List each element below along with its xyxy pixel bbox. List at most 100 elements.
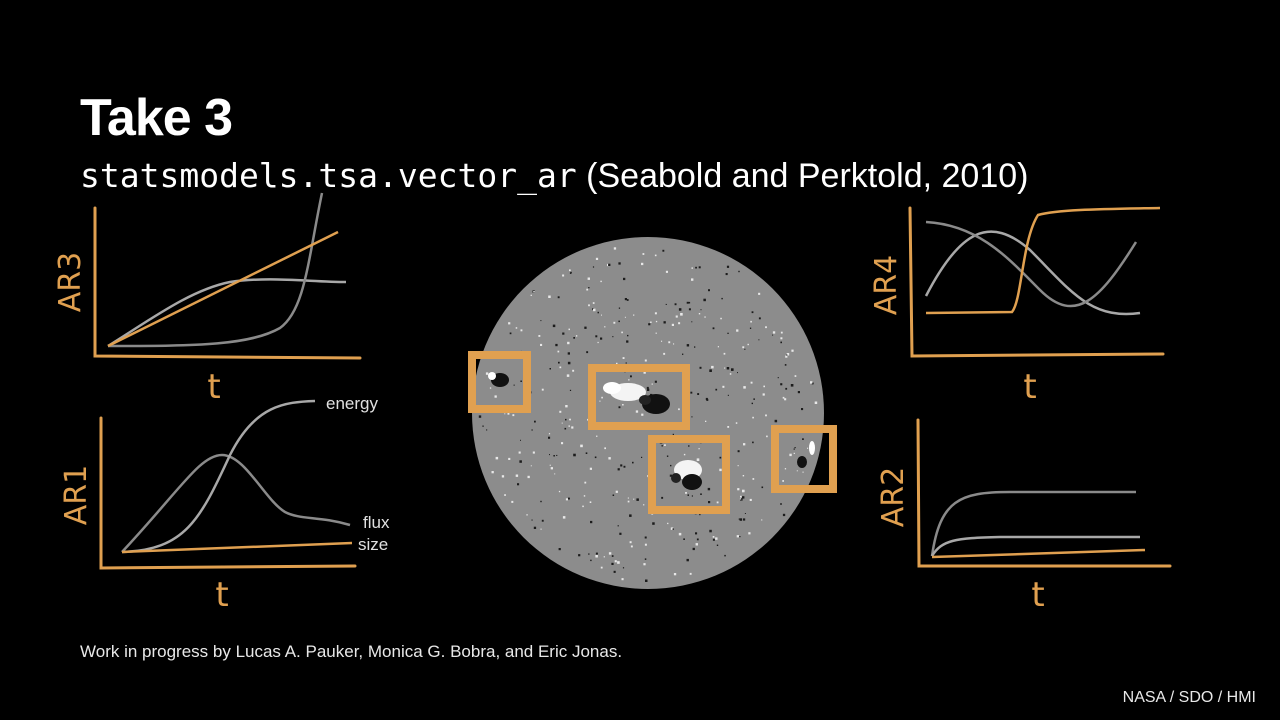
magnetogram-speckle <box>737 465 739 467</box>
magnetogram-speckle <box>740 495 742 498</box>
magnetogram-speckle <box>753 398 755 400</box>
magnetogram-speckle <box>641 456 643 458</box>
slide-title: Take 3 <box>80 89 233 147</box>
magnetogram-speckle <box>785 387 788 390</box>
magnetogram-speckle <box>626 299 629 301</box>
magnetogram-speckle <box>592 302 595 304</box>
magnetogram-speckle <box>585 452 588 454</box>
magnetogram-speckle <box>744 348 746 350</box>
magnetogram-speckle <box>645 579 648 582</box>
magnetogram-speckle <box>794 375 797 377</box>
magnetogram-speckle <box>726 367 730 370</box>
magnetogram-speckle <box>765 414 767 417</box>
ar4-curve-step <box>925 206 1161 315</box>
magnetogram-speckle <box>495 456 499 460</box>
magnetogram-speckle <box>716 501 719 504</box>
magnetogram-speckle <box>616 362 618 365</box>
magnetogram-speckle <box>716 544 719 546</box>
magnetogram-speckle <box>694 346 696 348</box>
magnetogram-speckle <box>571 426 574 429</box>
magnetogram-speckle <box>485 372 489 375</box>
magnetogram-speckle <box>569 418 571 421</box>
magnetogram-speckle <box>644 558 647 560</box>
magnetogram-speckle <box>515 474 519 477</box>
ar1-xlabel: t <box>215 575 228 615</box>
magnetogram-speckle <box>613 321 616 324</box>
magnetogram-speckle <box>738 270 740 273</box>
magnetogram-speckle <box>627 334 629 337</box>
ar1-axes <box>99 416 357 570</box>
magnetogram-speckle <box>691 278 694 281</box>
magnetogram-speckle <box>699 366 702 369</box>
magnetogram-speckle <box>709 369 712 372</box>
magnetogram-speckle <box>765 326 767 329</box>
magnetogram-speckle <box>520 439 521 441</box>
magnetogram-speckle <box>737 372 738 374</box>
magnetogram-speckle <box>489 387 492 389</box>
magnetogram-speckle <box>573 453 576 457</box>
magnetogram-speckle <box>540 320 542 322</box>
magnetogram-speckle <box>512 414 515 417</box>
magnetogram-speckle <box>737 488 740 491</box>
magnetogram-speckle <box>667 522 669 525</box>
magnetogram-speckle <box>750 381 753 384</box>
magnetogram-speckle <box>786 353 790 356</box>
magnetogram-speckle <box>650 321 652 323</box>
magnetogram-speckle <box>707 487 711 491</box>
magnetogram-speckle <box>685 492 687 494</box>
magnetogram-speckle <box>595 335 598 338</box>
magnetogram-speckle <box>715 388 718 391</box>
magnetogram-speckle <box>573 337 575 339</box>
magnetogram-speckle <box>520 329 523 332</box>
magnetogram-speckle <box>793 452 795 454</box>
magnetogram-speckle <box>748 532 751 535</box>
magnetogram-speckle <box>600 280 602 283</box>
magnetogram-speckle <box>567 341 570 345</box>
magnetogram-speckle <box>519 460 522 463</box>
magnetogram-speckle <box>700 309 702 311</box>
magnetogram-speckle <box>661 496 664 499</box>
magnetogram-speckle <box>802 471 804 473</box>
magnetogram-speckle <box>766 435 768 438</box>
magnetogram-speckle <box>550 467 553 470</box>
ar4-axes <box>908 206 1165 358</box>
magnetogram-speckle <box>589 467 592 470</box>
magnetogram-speckle <box>648 323 651 326</box>
magnetogram-speckle <box>531 429 533 431</box>
magnetogram-speckle <box>586 351 589 354</box>
magnetogram-speckle <box>729 373 732 375</box>
magnetogram-speckle <box>695 543 698 546</box>
magnetogram-speckle <box>743 386 746 389</box>
magnetogram-speckle <box>791 349 794 352</box>
magnetogram-speckle <box>752 441 754 444</box>
footer-note: Work in progress by Lucas A. Pauker, Mon… <box>80 642 623 661</box>
magnetogram-speckle <box>752 416 754 419</box>
magnetogram-speckle <box>687 494 689 496</box>
magnetogram-speckle <box>751 311 754 314</box>
magnetogram-speckle <box>592 308 596 312</box>
magnetogram-speckle <box>508 322 511 325</box>
magnetogram-speckle <box>520 380 522 382</box>
magnetogram-speckle <box>737 450 740 453</box>
magnetogram-speckle <box>797 391 800 394</box>
magnetogram-speckle <box>612 494 615 496</box>
magnetogram-speckle <box>790 384 794 387</box>
magnetogram-speckle <box>786 354 788 356</box>
region-box-3 <box>648 435 730 514</box>
magnetogram-speckle <box>530 465 532 467</box>
magnetogram-speckle <box>595 257 599 260</box>
magnetogram-speckle <box>724 367 726 369</box>
magnetogram-speckle <box>558 490 561 493</box>
magnetogram-speckle <box>743 518 746 521</box>
magnetogram-speckle <box>509 332 512 335</box>
magnetogram-speckle <box>739 536 741 538</box>
magnetogram-speckle <box>603 556 605 558</box>
ar4-xlabel: t <box>1023 367 1036 407</box>
magnetogram-speckle <box>688 308 691 311</box>
magnetogram-speckle <box>586 288 589 291</box>
magnetogram-speckle <box>675 315 678 318</box>
magnetogram-speckle <box>511 500 514 503</box>
magnetogram-speckle <box>670 527 674 530</box>
magnetogram-speckle <box>663 352 666 355</box>
